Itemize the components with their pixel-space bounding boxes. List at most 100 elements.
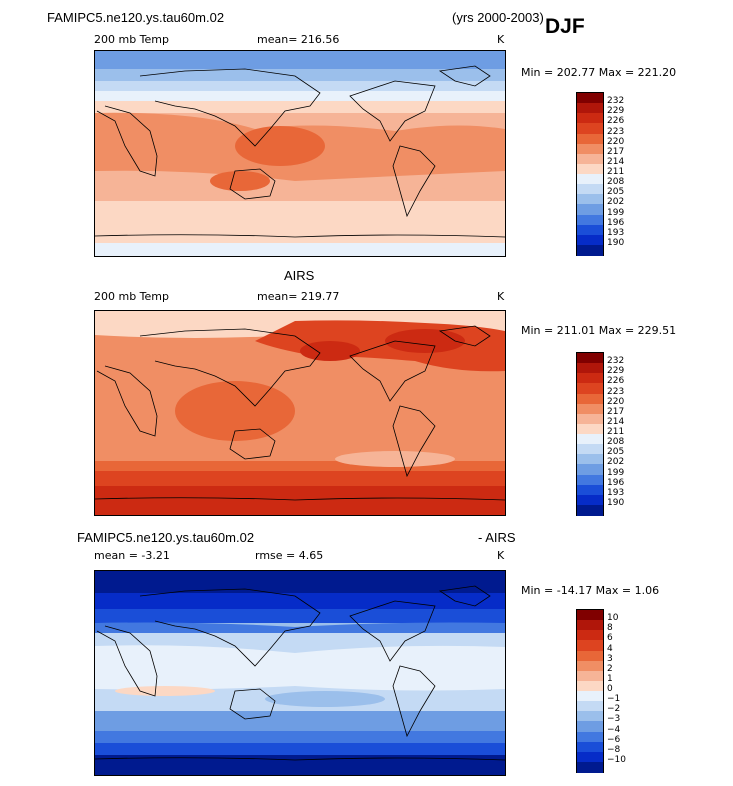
colorbar-tick-label: 208 [607, 177, 625, 188]
colorbar-cell [577, 721, 603, 732]
colorbar-tick-label: −1 [607, 694, 621, 705]
panel3-title-left: FAMIPC5.ne120.ys.tau60m.02 [77, 530, 255, 545]
colorbar-cell [577, 383, 603, 394]
colorbar-tick-label: 199 [607, 467, 625, 478]
colorbar-cell [577, 214, 603, 226]
colorbar-cell [577, 444, 603, 455]
panel1-units: K [497, 33, 505, 46]
colorbar-tick-label: 226 [607, 116, 625, 127]
season-label: DJF [545, 15, 585, 38]
colorbar-cell [577, 650, 603, 662]
panel1-colorbar [576, 92, 604, 256]
colorbar-tick-label: 211 [607, 167, 625, 177]
colorbar-cell [577, 474, 603, 486]
colorbar-tick-label: 220 [607, 396, 625, 407]
colorbar-cell [577, 711, 603, 722]
colorbar-cell [577, 464, 603, 475]
colorbar-tick-label: 196 [607, 477, 625, 488]
colorbar-cell [577, 103, 603, 114]
panel3-colorbar [576, 609, 604, 773]
colorbar-tick-label: 8 [607, 623, 613, 634]
colorbar-cell [577, 701, 603, 712]
colorbar-tick-label: −3 [607, 714, 621, 725]
panel2-map [94, 310, 506, 516]
colorbar-cell [577, 244, 603, 256]
colorbar-cell [577, 403, 603, 415]
colorbar-cell [577, 691, 603, 702]
panel2-title: AIRS [284, 268, 315, 283]
panel3-mean: mean = -3.21 [94, 549, 170, 562]
colorbar-tick-label: 193 [607, 487, 625, 498]
colorbar-tick-label: 1 [607, 673, 613, 684]
colorbar-cell [577, 153, 603, 165]
panel3-map [94, 570, 506, 776]
colorbar-cell [577, 484, 603, 496]
panel2-mean: mean= 219.77 [257, 290, 340, 303]
colorbar-tick-label: 202 [607, 197, 625, 208]
colorbar-cell [577, 163, 603, 175]
colorbar-cell [577, 174, 603, 185]
colorbar-tick-label: 232 [607, 96, 625, 107]
colorbar-cell [577, 434, 603, 445]
colorbar-tick-label: 196 [607, 217, 625, 228]
panel3-units: K [497, 549, 505, 562]
colorbar-tick-label: 4 [607, 643, 613, 654]
panel3-minmax: Min = -14.17 Max = 1.06 [521, 584, 660, 597]
colorbar-cell [577, 620, 603, 631]
colorbar-cell [577, 413, 603, 425]
colorbar-tick-label: 223 [607, 386, 625, 397]
panel2-field-label: 200 mb Temp [94, 290, 170, 303]
colorbar-cell [577, 741, 603, 753]
case-title: FAMIPC5.ne120.ys.tau60m.02 [47, 10, 225, 25]
colorbar-cell [577, 504, 603, 516]
colorbar-tick-label: 217 [607, 406, 625, 417]
colorbar-tick-label: −4 [607, 724, 621, 735]
colorbar-tick-label: 199 [607, 207, 625, 218]
colorbar-cell [577, 761, 603, 773]
colorbar-tick-label: 190 [607, 497, 625, 508]
colorbar-tick-label: 2 [607, 663, 613, 674]
colorbar-tick-label: 217 [607, 146, 625, 157]
colorbar-cell [577, 93, 603, 104]
colorbar-cell [577, 204, 603, 215]
colorbar-tick-label: 226 [607, 376, 625, 387]
colorbar-cell [577, 610, 603, 621]
colorbar-tick-label: 10 [607, 613, 619, 624]
years-label: (yrs 2000-2003) [452, 10, 544, 25]
colorbar-tick-label: 6 [607, 633, 613, 644]
colorbar-cell [577, 224, 603, 236]
colorbar-cell [577, 660, 603, 672]
colorbar-cell [577, 113, 603, 124]
colorbar-cell [577, 630, 603, 641]
colorbar-cell [577, 393, 603, 405]
colorbar-cell [577, 670, 603, 682]
colorbar-cell [577, 133, 603, 145]
colorbar-tick-label: 190 [607, 237, 625, 248]
colorbar-cell [577, 751, 603, 763]
colorbar-cell [577, 123, 603, 134]
colorbar-tick-label: 214 [607, 416, 625, 427]
colorbar-tick-label: 229 [607, 366, 625, 377]
panel2-colorbar [576, 352, 604, 516]
colorbar-tick-label: −6 [607, 734, 621, 745]
panel3-rmse: rmse = 4.65 [255, 549, 324, 562]
colorbar-tick-label: 3 [607, 653, 613, 664]
colorbar-cell [577, 494, 603, 506]
colorbar-tick-label: −2 [607, 704, 621, 715]
colorbar-tick-label: 205 [607, 187, 625, 198]
colorbar-cell [577, 234, 603, 246]
colorbar-cell [577, 731, 603, 743]
colorbar-cell [577, 184, 603, 195]
panel1-field-label: 200 mb Temp [94, 33, 170, 46]
colorbar-tick-label: −8 [607, 744, 621, 755]
colorbar-tick-label: 193 [607, 227, 625, 238]
panel3-title-right: - AIRS [478, 530, 516, 545]
colorbar-tick-label: −10 [607, 754, 626, 765]
panel1-map [94, 50, 506, 257]
colorbar-cell [577, 373, 603, 384]
colorbar-cell [577, 680, 603, 692]
colorbar-cell [577, 640, 603, 651]
colorbar-tick-label: 229 [607, 106, 625, 117]
colorbar-tick-label: 211 [607, 427, 625, 437]
panel1-mean: mean= 216.56 [257, 33, 340, 46]
